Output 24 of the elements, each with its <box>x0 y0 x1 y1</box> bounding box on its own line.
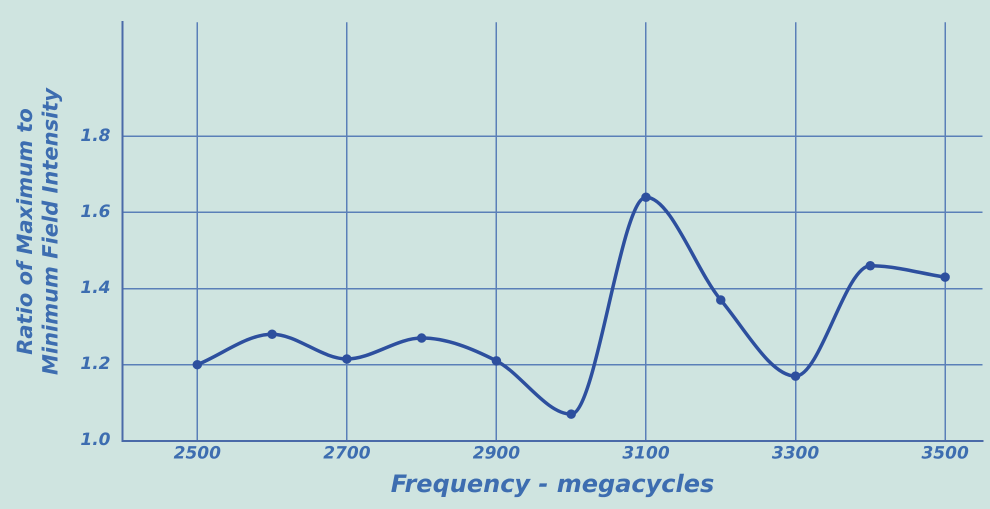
y-tick-label: 1.6 <box>80 202 111 222</box>
point <box>267 330 277 339</box>
point <box>641 192 651 202</box>
point <box>790 371 800 381</box>
point <box>566 409 576 419</box>
point <box>192 360 202 370</box>
point <box>416 333 426 343</box>
y-axis-title: Ratio of Maximum to Minimum Field Intensity <box>13 86 62 376</box>
x-tick-label: 2500 <box>174 443 222 464</box>
y-tick-label: 1.0 <box>80 430 111 450</box>
point <box>716 295 726 305</box>
point <box>492 356 502 366</box>
y-tick-label: 1.2 <box>80 354 111 374</box>
x-tick-label: 3500 <box>921 443 969 464</box>
y-tick-label: 1.4 <box>80 278 111 298</box>
x-tick-label: 2700 <box>323 443 371 464</box>
y-tick-label: 1.8 <box>80 126 111 146</box>
x-tick-label: 3300 <box>772 443 820 464</box>
x-axis-title: Frequency - megacycles <box>390 470 714 498</box>
point <box>866 261 876 270</box>
x-tick-label: 3100 <box>622 443 670 464</box>
point <box>342 354 352 364</box>
x-tick-label: 2900 <box>472 443 520 464</box>
point <box>940 272 950 282</box>
